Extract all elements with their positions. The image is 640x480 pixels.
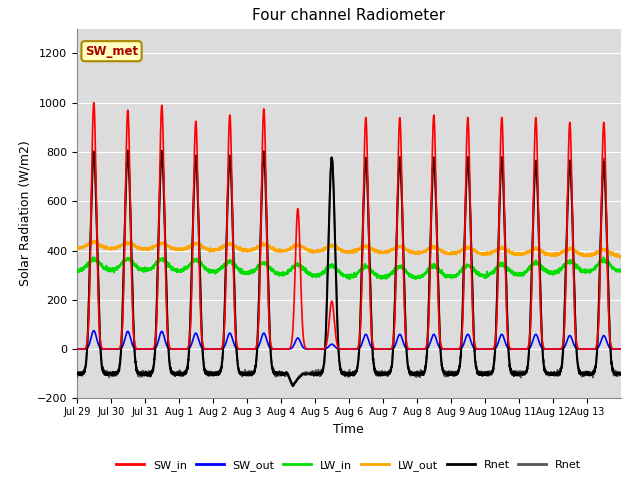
LW_in (346, 276, 353, 282)
Line: Rnet: Rnet (77, 151, 621, 386)
SW_out (425, 343, 433, 349)
Rnet (476, 372, 483, 377)
SW_in (311, 346, 319, 352)
Rnet (289, 384, 296, 389)
Rnet (289, 383, 296, 389)
LW_out (475, 251, 483, 256)
SW_out (73, 346, 81, 352)
Line: LW_in: LW_in (77, 257, 621, 279)
Line: Rnet: Rnet (77, 151, 621, 386)
LW_out (617, 253, 625, 259)
LW_out (491, 248, 499, 254)
Rnet (491, 349, 499, 355)
X-axis label: Time: Time (333, 423, 364, 436)
LW_out (436, 247, 444, 253)
LW_in (73, 267, 81, 273)
Rnet (617, 371, 625, 377)
LW_in (436, 267, 444, 273)
SW_in (425, 311, 433, 317)
Rnet (499, 170, 507, 176)
SW_out (499, 333, 507, 338)
Rnet (499, 168, 507, 174)
SW_out (436, 345, 444, 350)
Rnet (73, 371, 81, 376)
SW_out (167, 346, 175, 352)
Rnet (425, 297, 433, 303)
LW_out (167, 246, 175, 252)
Y-axis label: Solar Radiation (W/m2): Solar Radiation (W/m2) (18, 141, 31, 287)
LW_in (491, 266, 499, 272)
SW_out (491, 346, 499, 351)
Title: Four channel Radiometer: Four channel Radiometer (252, 9, 445, 24)
Rnet (436, 335, 444, 340)
Line: LW_out: LW_out (77, 240, 621, 259)
Line: SW_out: SW_out (77, 331, 621, 349)
LW_out (617, 256, 625, 262)
Rnet (167, 365, 175, 371)
Text: SW_met: SW_met (85, 45, 138, 58)
LW_in (617, 268, 625, 274)
Rnet (158, 148, 166, 154)
SW_out (617, 346, 625, 352)
SW_in (617, 346, 625, 352)
SW_out (475, 346, 483, 352)
Rnet (436, 330, 444, 336)
SW_in (167, 346, 175, 351)
Rnet (617, 372, 625, 378)
SW_in (476, 346, 483, 352)
SW_in (73, 346, 81, 352)
SW_in (499, 142, 507, 147)
Rnet (476, 369, 483, 375)
Rnet (124, 148, 131, 154)
LW_out (425, 246, 433, 252)
Rnet (167, 366, 175, 372)
LW_in (600, 254, 607, 260)
LW_in (499, 263, 507, 269)
Line: SW_in: SW_in (77, 103, 621, 349)
SW_in (491, 341, 499, 347)
Rnet (73, 369, 81, 375)
Rnet (491, 348, 499, 353)
LW_out (499, 245, 507, 251)
LW_in (475, 269, 483, 275)
LW_in (166, 264, 174, 270)
Rnet (425, 293, 433, 299)
LW_out (89, 238, 97, 243)
Legend: SW_in, SW_out, LW_in, LW_out, Rnet, Rnet: SW_in, SW_out, LW_in, LW_out, Rnet, Rnet (112, 456, 586, 476)
SW_in (436, 334, 444, 339)
SW_in (90, 100, 98, 106)
LW_out (73, 246, 81, 252)
LW_in (425, 267, 433, 273)
SW_out (90, 328, 98, 334)
